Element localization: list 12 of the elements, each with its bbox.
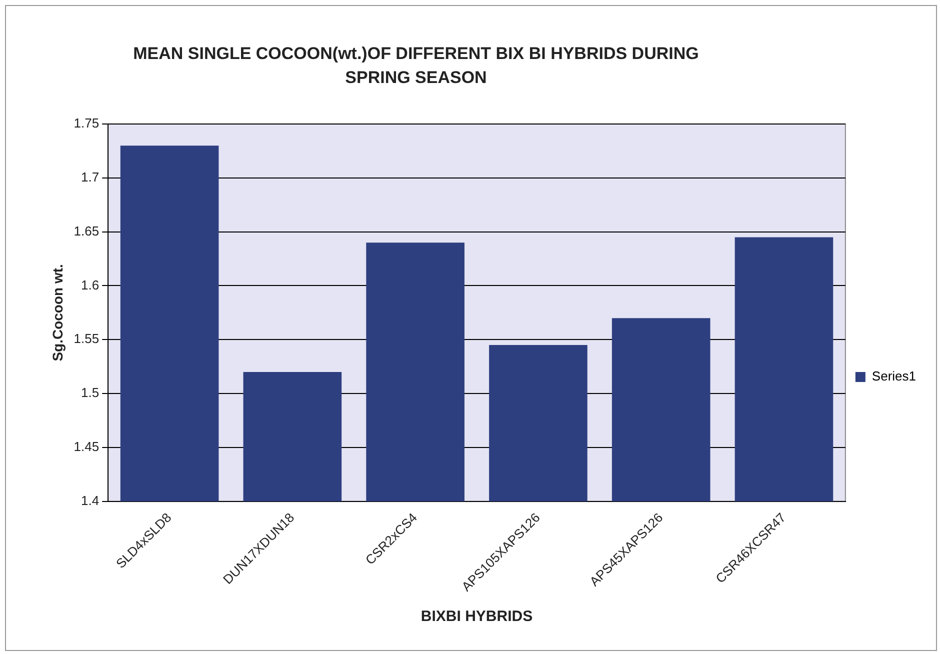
y-tick-label: 1.5 [81,385,100,400]
y-tick-label: 1.65 [74,223,100,238]
legend-label: Series1 [872,368,916,384]
y-tick-label: 1.7 [81,169,100,184]
y-axis-title: Sg.Cocoon wt. [49,264,66,362]
y-tick-label: 1.6 [81,277,100,292]
x-axis-title: BIXBI HYBRIDS [420,608,533,626]
y-tick-label: 1.55 [74,331,100,346]
chart-title: MEAN SINGLE COCOON(wt.)OF DIFFERENT BIX BI HYBRIDS DURING SPRING SEASON [132,43,700,89]
y-tick-label: 1.45 [74,439,100,454]
y-tick-label: 1.4 [81,492,100,508]
y-tick-label: 1.75 [74,116,100,131]
